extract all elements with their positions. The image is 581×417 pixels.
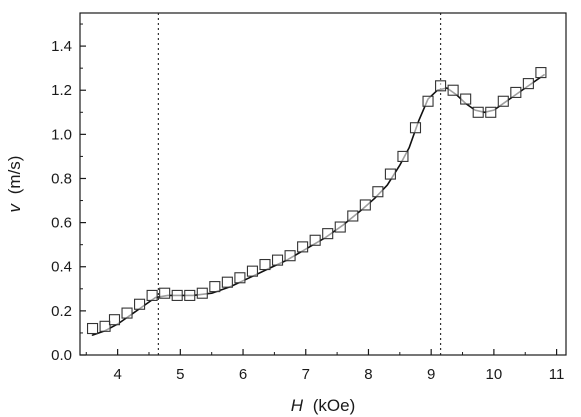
y-tick-label: 0.8 — [51, 170, 72, 187]
data-point — [209, 281, 221, 293]
data-point — [108, 314, 121, 326]
x-tick-label: 6 — [239, 366, 247, 383]
x-tick-label: 7 — [302, 366, 310, 383]
data-point — [397, 150, 409, 162]
y-tick-label: 0.4 — [51, 259, 72, 276]
data-point — [309, 234, 321, 246]
data-point — [146, 289, 158, 301]
y-tick-label: 0.2 — [51, 303, 72, 320]
x-tick-label: 8 — [364, 366, 372, 383]
data-markers — [86, 67, 547, 335]
data-point — [409, 122, 422, 134]
data-point — [447, 84, 459, 96]
y-axis-unit: (m/s) — [5, 156, 24, 195]
data-point — [522, 78, 534, 90]
y-axis-label: v (m/s) — [5, 156, 24, 213]
data-point — [121, 307, 133, 319]
x-tick-label: 11 — [549, 366, 565, 383]
data-point — [259, 258, 271, 271]
data-point — [334, 221, 346, 233]
x-tick-label: 4 — [113, 366, 121, 383]
x-tick-label: 5 — [176, 366, 184, 383]
data-point — [284, 250, 296, 262]
y-axis-ticks: 0.0 0.2 0.4 0.6 0.8 1.0 1.2 1.4 — [51, 23, 86, 364]
y-tick-label: 0.0 — [51, 347, 72, 364]
data-point — [234, 272, 246, 284]
x-axis-unit: (kOe) — [313, 396, 356, 415]
data-point — [322, 228, 334, 240]
x-tick-label: 10 — [486, 366, 503, 383]
data-point — [271, 254, 284, 266]
data-point — [510, 86, 522, 98]
data-point — [99, 320, 111, 332]
data-point — [221, 276, 233, 288]
x-axis-ticks: 4 5 6 7 8 9 10 11 — [85, 349, 565, 383]
y-tick-label: 1.2 — [51, 82, 72, 99]
y-axis-variable: v — [5, 202, 24, 212]
data-point — [372, 186, 384, 198]
data-point — [196, 287, 208, 299]
data-point — [297, 241, 309, 253]
x-tick-label: 9 — [427, 366, 435, 383]
data-point — [134, 298, 146, 310]
data-point — [347, 210, 359, 222]
data-point — [485, 106, 497, 118]
plot-frame — [79, 12, 567, 356]
x-axis-variable: H — [291, 396, 304, 415]
reference-lines — [157, 13, 442, 355]
data-point — [184, 289, 196, 301]
y-tick-label: 1.0 — [51, 126, 72, 143]
data-point — [497, 95, 509, 107]
data-point — [435, 80, 447, 92]
data-point — [359, 199, 371, 211]
data-point — [422, 95, 434, 107]
data-point — [246, 265, 259, 277]
data-point — [472, 106, 484, 118]
y-tick-label: 1.4 — [51, 38, 72, 55]
data-point — [171, 289, 183, 301]
data-point — [535, 67, 547, 79]
data-point — [384, 168, 396, 180]
data-point — [460, 93, 472, 105]
data-point — [86, 322, 99, 335]
data-point — [159, 287, 171, 299]
x-axis-label: H (kOe) — [291, 396, 356, 415]
y-tick-label: 0.6 — [51, 215, 72, 232]
